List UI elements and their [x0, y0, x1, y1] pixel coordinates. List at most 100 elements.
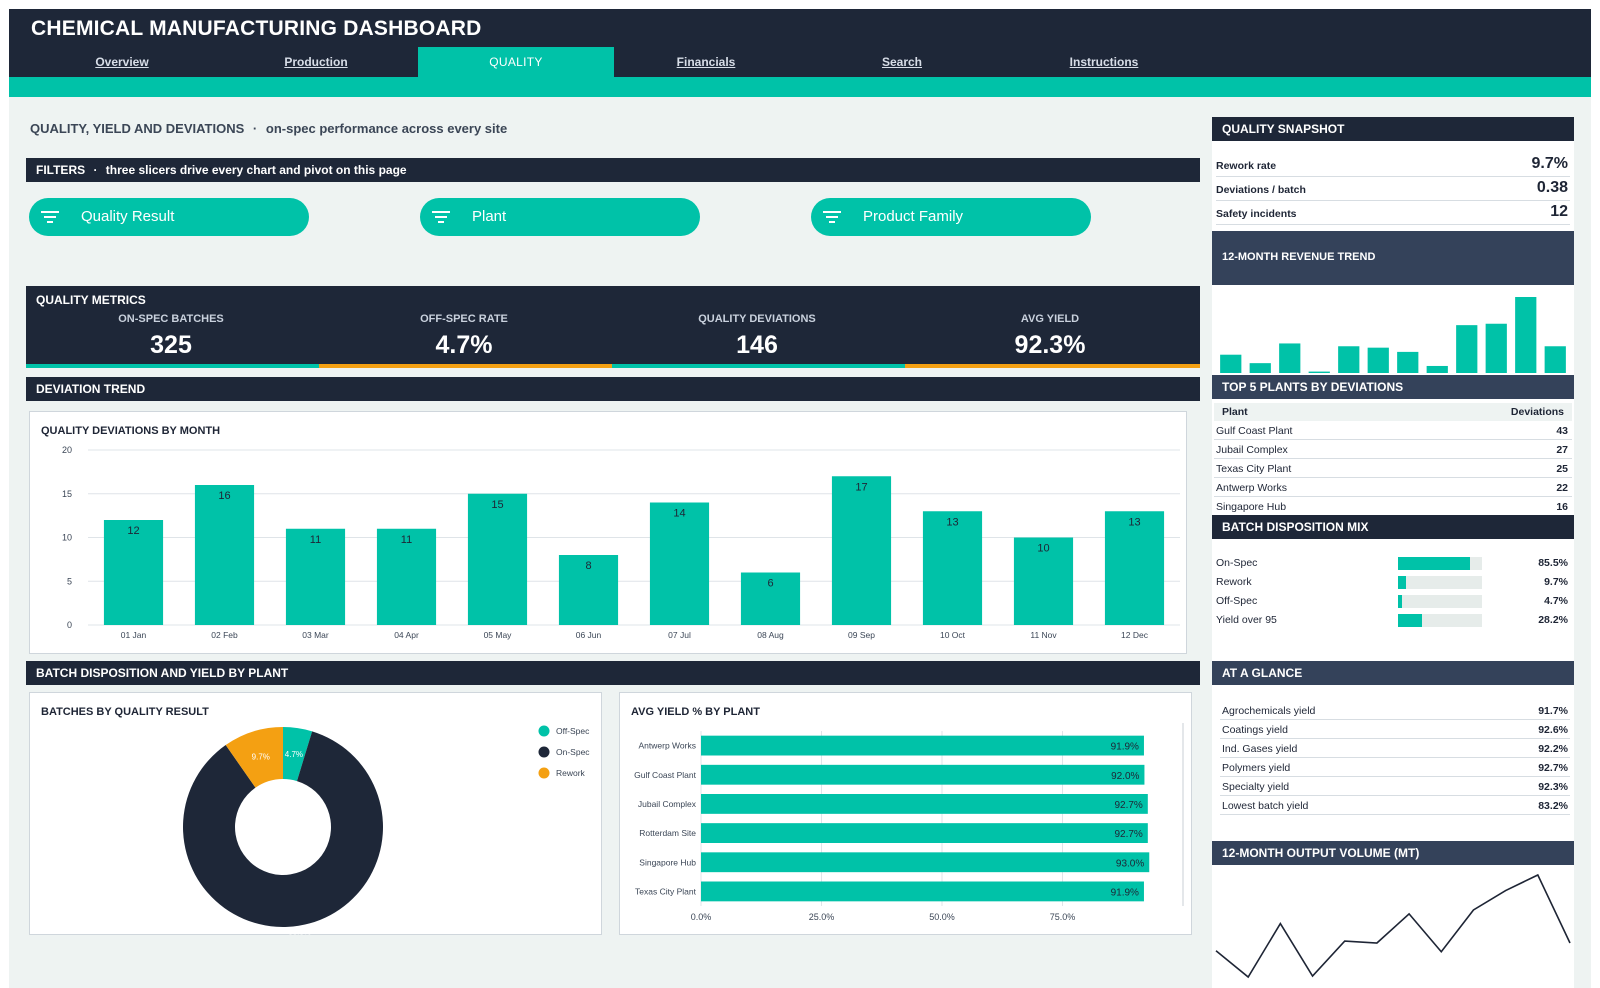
page-title: QUALITY, YIELD AND DEVIATIONS [30, 121, 245, 136]
x-tick-label: 03 Mar [302, 630, 329, 640]
tab-search[interactable]: Search [881, 55, 923, 69]
top-plants-title: TOP 5 PLANTS BY DEVIATIONS [1212, 375, 1574, 399]
x-tick-label: 02 Feb [211, 630, 238, 640]
glance-value: 83.2% [1538, 800, 1568, 812]
metric-value-avg-yield: 92.3% [1014, 331, 1086, 359]
chart-title: BATCHES BY QUALITY RESULT [41, 706, 209, 718]
data-label: 8 [585, 560, 591, 572]
metric-stripe [26, 364, 319, 368]
quality-metrics-panel: QUALITY METRICS ON-SPEC BATCHES 325 OFF-… [26, 286, 1200, 368]
metric-value-off-spec: 4.7% [435, 331, 493, 359]
right-sidebar: QUALITY SNAPSHOT Rework rate 9.7% Deviat… [1212, 117, 1574, 988]
bar [831, 476, 892, 625]
snapshot-value: 9.7% [1531, 155, 1568, 172]
bar [1456, 325, 1478, 373]
tab-instructions[interactable]: Instructions [1069, 55, 1139, 69]
at-a-glance-title: AT A GLANCE [1212, 661, 1574, 685]
bar [194, 485, 255, 625]
filter-icon [432, 211, 450, 223]
data-label: 13 [946, 516, 958, 528]
plant-deviations: 16 [1556, 501, 1568, 513]
plant-name: Antwerp Works [1216, 482, 1287, 494]
bar [1013, 537, 1074, 625]
bar [103, 520, 164, 625]
data-label: 16 [218, 490, 230, 502]
pie-slice [225, 727, 283, 788]
glance-row: Lowest batch yield 83.2% [1220, 796, 1570, 815]
x-tick-label: 0.0% [691, 912, 712, 922]
bar [1367, 347, 1389, 373]
data-label: 6 [767, 578, 773, 590]
bar [1308, 371, 1330, 373]
column-header-plant: Plant [1222, 406, 1248, 418]
bar [285, 528, 346, 625]
x-tick-label: 06 Jun [576, 630, 602, 640]
data-label: 92.0% [1111, 771, 1139, 782]
mix-row-yield-over-95: Yield over 95 28.2% [1214, 610, 1572, 629]
bar [701, 764, 1145, 785]
y-tick-label: 15 [62, 489, 72, 499]
table-row: Jubail Complex 27 [1214, 440, 1572, 459]
bar [649, 502, 710, 625]
x-tick-label: 01 Jan [121, 630, 147, 640]
slice-label: 4.7% [285, 750, 303, 759]
pie-slice [283, 727, 313, 782]
bar [467, 493, 528, 625]
chart-title: QUALITY DEVIATIONS BY MONTH [41, 425, 221, 437]
glance-row: Coatings yield 92.6% [1220, 720, 1570, 739]
tab-overview[interactable]: Overview [95, 55, 149, 69]
slicer-product-family[interactable]: Product Family [811, 198, 1091, 236]
glance-value: 92.3% [1538, 781, 1568, 793]
bar [558, 555, 619, 625]
tab-quality[interactable]: QUALITY [418, 47, 614, 77]
plant-deviations: 25 [1556, 463, 1568, 475]
y-tick-label: Antwerp Works [639, 741, 696, 751]
slice-label: 85.5% [288, 928, 311, 936]
revenue-trend-chart [1220, 297, 1566, 373]
mix-row-on-spec: On-Spec 85.5% [1214, 553, 1572, 572]
glance-row: Agrochemicals yield 91.7% [1220, 701, 1570, 720]
slicer-quality-result[interactable]: Quality Result [29, 198, 309, 236]
bar [1397, 351, 1419, 373]
x-tick-label: 75.0% [1050, 912, 1076, 922]
deviations-bar-chart: 0 5 10 15 20 12 01 Jan 16 02 Feb 11 03 Mar 11 04 Apr… [62, 445, 1180, 640]
snapshot-value: 12 [1550, 203, 1568, 220]
output-volume-title: 12-MONTH OUTPUT VOLUME (MT) [1212, 841, 1574, 865]
header-accent-strip [9, 77, 1591, 97]
x-tick-label: 04 Apr [394, 630, 419, 640]
legend-swatch [538, 767, 550, 779]
mix-label: Yield over 95 [1216, 614, 1277, 626]
title-bar: CHEMICAL MANUFACTURING DASHBOARD [9, 9, 1591, 47]
mix-value: 28.2% [1538, 614, 1568, 626]
tab-production[interactable]: Production [284, 55, 348, 69]
slicer-plant[interactable]: Plant [420, 198, 700, 236]
bar [701, 852, 1150, 873]
chart-title: AVG YIELD % BY PLANT [631, 706, 760, 718]
metric-stripe [319, 364, 612, 368]
page-heading: QUALITY, YIELD AND DEVIATIONS · on-spec … [30, 121, 507, 136]
top-plants-header: Plant Deviations [1214, 403, 1572, 421]
y-tick-label: Gulf Coast Plant [634, 770, 697, 780]
x-tick-label: 50.0% [929, 912, 955, 922]
data-label: 11 [401, 534, 412, 546]
filter-icon [41, 211, 59, 223]
bar [1249, 363, 1271, 373]
tab-financials[interactable]: Financials [676, 55, 736, 69]
y-tick-label: Texas City Plant [635, 886, 697, 896]
mix-value: 85.5% [1538, 557, 1568, 569]
mix-bar-fill [1398, 557, 1470, 570]
filters-separator: · [93, 163, 98, 177]
metric-stripe [612, 364, 905, 368]
bar [1220, 354, 1242, 373]
bar [1544, 346, 1566, 373]
plant-name: Singapore Hub [1216, 501, 1287, 513]
y-tick-label: 5 [67, 576, 72, 586]
bar [1426, 365, 1448, 373]
data-label: 91.9% [1111, 887, 1139, 898]
batches-by-result-panel: BATCHES BY QUALITY RESULT 4.7% 85.5% 9.7% O… [29, 692, 602, 936]
mix-bar-fill [1398, 595, 1402, 608]
slice-label: 9.7% [252, 752, 270, 761]
mix-bar-fill [1398, 614, 1422, 627]
mix-value: 9.7% [1544, 576, 1568, 588]
plant-deviations: 43 [1556, 425, 1568, 437]
